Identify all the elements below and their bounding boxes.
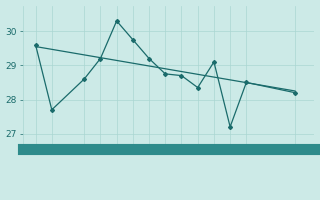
X-axis label: Humidex (Indice chaleur): Humidex (Indice chaleur) [99,184,238,194]
